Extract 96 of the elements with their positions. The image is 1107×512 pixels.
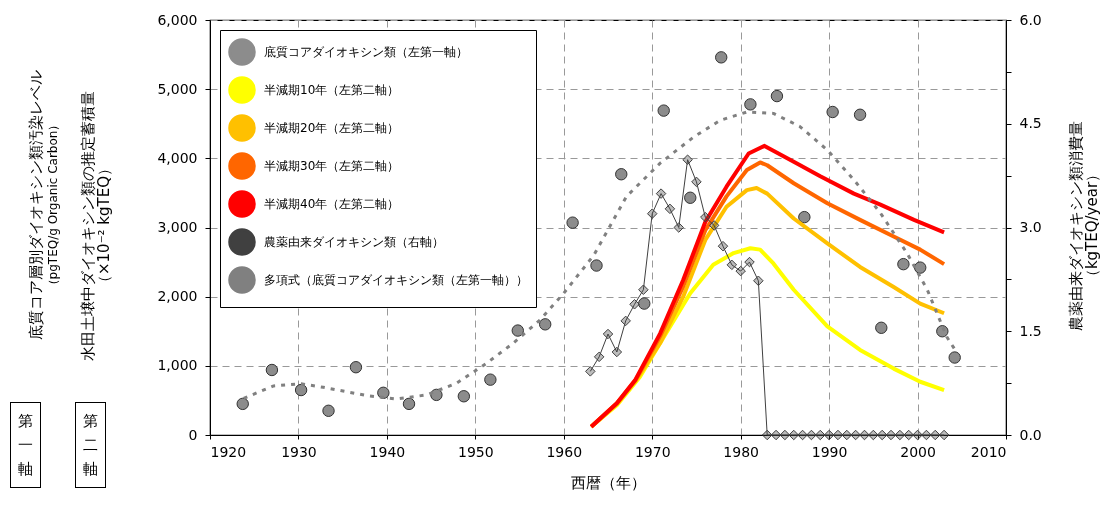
y-tick-label: 6,000 [157,11,198,28]
point [638,297,651,310]
point [430,388,443,402]
legend-label: 多項式（底質コアダイオキシン類（左第一軸）） [264,273,528,287]
point [684,191,697,204]
y-tick-label: 0 [188,426,198,443]
point [294,383,308,397]
point [936,325,949,338]
legend-label: 半減期10年（左第二軸） [264,83,400,97]
x-tick-label: 1960 [546,443,583,460]
legend-label: 底質コアダイオキシン類（左第一軸） [264,45,468,59]
point [826,105,839,119]
point [788,429,799,441]
point [402,397,416,411]
point [646,208,658,219]
point [903,429,914,441]
point [815,429,826,441]
point [691,176,702,188]
point [744,256,755,268]
label-frame: 第一軸 [10,402,41,488]
legend-label: 半減期20年（左第二軸） [264,121,400,135]
point [897,257,910,271]
point [868,429,879,441]
y-tick-label: 5,000 [157,80,198,97]
point [539,318,552,331]
point [611,346,623,358]
point [797,429,808,441]
point [744,98,757,111]
point [236,397,249,411]
legend-label: 半減期30年（左第二軸） [264,159,400,173]
point [859,429,870,441]
point [265,363,279,377]
point [806,429,817,441]
point [629,299,640,310]
legend-label: 半減期40年（左第二軸） [264,197,400,211]
point [511,324,524,337]
y-axis-title: 水田土壌中ダイオキシン類の推定蓄積量（×10⁻² kgTEQ） [78,90,113,361]
point [853,108,867,121]
y-tick-label: 3,000 [157,219,198,235]
point [726,259,738,271]
point [798,210,811,224]
point [850,429,861,441]
point [753,275,764,286]
point [638,284,649,295]
x-axis-title: 西暦（年） [571,473,646,492]
x-tick-label: 2000 [900,443,936,460]
y2-tick-label: 4.5 [1019,115,1042,132]
y-tick-label: 4,000 [157,149,198,166]
x-tick-label: 1920 [210,443,247,460]
x-tick-label: 1990 [811,443,848,460]
point [914,261,927,274]
point [593,351,605,363]
x-tick-label: 1940 [369,443,406,460]
point [912,429,923,441]
point [930,429,941,441]
point [673,222,684,233]
point [349,361,363,374]
point [566,216,579,229]
point [602,328,614,340]
point [948,351,961,364]
x-tick-label: 1930 [281,443,317,460]
point [484,373,497,386]
text: 底質コア層別ダイオキシン類汚染レベル（pgTEQ/g Organic Carbon） [27,69,61,342]
point [715,51,728,64]
label-frame: 第二軸 [75,402,106,488]
point [657,104,670,117]
point [664,203,676,215]
point [708,220,720,231]
point [875,321,888,334]
point [717,240,729,252]
point [457,390,471,403]
y-tick-label: 2,000 [157,288,198,305]
point [761,429,773,441]
point [620,315,631,327]
point [770,89,784,103]
point [921,429,932,441]
point [322,404,335,417]
point [682,154,693,165]
point [377,386,390,399]
point [735,265,746,277]
point [585,366,596,377]
point [655,188,667,199]
x-tick-label: 2010 [970,443,1007,460]
y-tick-label: 1,000 [157,357,198,374]
y2-tick-label: 6.0 [1019,11,1042,28]
point [590,259,603,272]
y2-tick-label: 1.5 [1019,322,1042,339]
y2-tick-label: 3.0 [1019,219,1042,235]
point [700,211,711,223]
x-tick-label: 1980 [723,443,759,460]
y2-axis-title: 農薬由来ダイオキシン類消費量（kgTEQ/year） [1066,120,1101,331]
x-tick-label: 1970 [634,443,671,460]
point [615,168,628,181]
x-tick-label: 1950 [458,443,494,460]
legend-label: 農薬由来ダイオキシン類（右軸） [264,235,444,249]
y2-tick-label: 0.0 [1019,426,1042,443]
